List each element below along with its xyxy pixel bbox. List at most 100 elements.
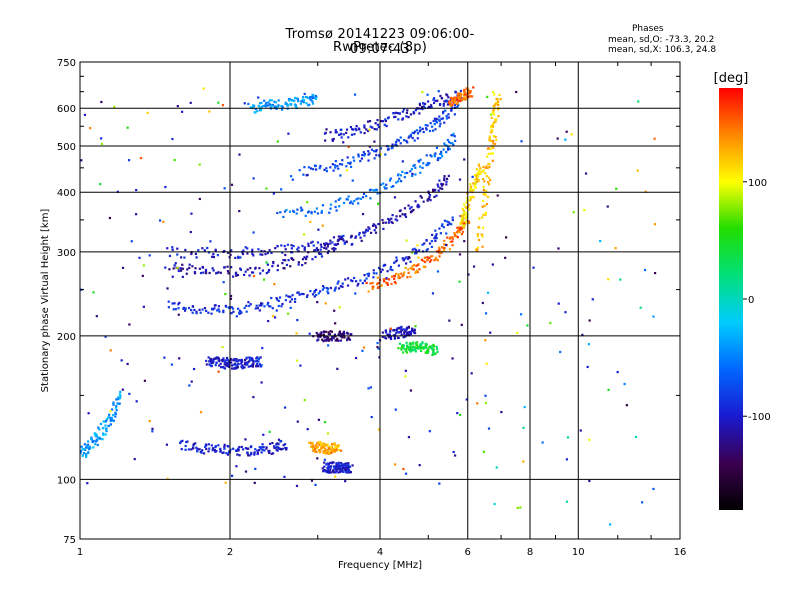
echo-point [354, 356, 358, 360]
echo-point [333, 335, 336, 338]
echo-point [410, 267, 414, 271]
echo-point [301, 258, 305, 261]
echo-point [607, 388, 610, 391]
echo-point [241, 364, 244, 367]
echo-point [379, 153, 382, 156]
echo-point [116, 402, 119, 405]
echo-point [285, 294, 288, 297]
echo-point [347, 145, 350, 149]
echo-point [343, 462, 346, 466]
echo-point [337, 238, 340, 242]
echo-point [445, 183, 448, 186]
echo-point [330, 330, 334, 333]
echo-point [402, 139, 406, 142]
echo-point [363, 154, 366, 157]
echo-point [372, 276, 375, 279]
echo-point [422, 105, 426, 108]
echo-point [121, 266, 125, 269]
echo-point [459, 413, 462, 417]
echo-point [358, 231, 361, 235]
echo-point [435, 237, 438, 240]
echo-point [323, 246, 326, 250]
echo-point [387, 221, 390, 224]
echo-point [267, 101, 270, 104]
echo-point [476, 173, 479, 176]
echo-point [344, 278, 347, 281]
echo-point [407, 271, 410, 274]
echo-point [326, 449, 330, 452]
echo-point [432, 119, 435, 123]
echo-point [303, 246, 306, 249]
echo-point [461, 207, 465, 211]
echo-point [265, 447, 268, 450]
echo-point [433, 122, 436, 126]
echo-point [368, 145, 371, 148]
echo-point [328, 211, 331, 214]
echo-point [405, 351, 409, 354]
phase-stats-o-mode: mean, sd,O: -73.3, 20.2 [608, 35, 715, 45]
echo-point [345, 169, 349, 172]
echo-point [435, 194, 438, 197]
echo-point [217, 305, 220, 308]
echo-point [235, 465, 238, 468]
echo-point [329, 203, 333, 206]
echo-point [581, 333, 584, 336]
echo-point [422, 200, 425, 203]
phase-stats-header: Phases [632, 24, 664, 34]
echo-point [349, 279, 353, 282]
echo-point [277, 438, 281, 441]
echo-point [256, 449, 259, 452]
echo-point [564, 138, 567, 141]
echo-point [453, 104, 457, 107]
echo-point [329, 338, 332, 341]
echo-point [326, 466, 329, 470]
echo-point [446, 148, 450, 151]
echo-point [96, 443, 99, 447]
echo-point [260, 364, 263, 367]
echo-point [277, 104, 280, 107]
echo-point [450, 134, 453, 137]
echo-point [449, 236, 452, 239]
echo-point [404, 215, 408, 218]
echo-point [323, 461, 326, 464]
echo-point [398, 276, 402, 279]
echo-point [463, 203, 466, 206]
echo-point [326, 251, 329, 255]
phase-stats-x-mode: mean, sd,X: 106.3, 24.8 [608, 45, 717, 55]
echo-point [526, 324, 529, 327]
echo-point [488, 139, 491, 142]
echo-point [224, 481, 227, 484]
echo-point [408, 342, 411, 346]
echo-point [476, 235, 479, 238]
echo-point [449, 102, 452, 105]
echo-point [482, 185, 485, 189]
echo-point [451, 216, 454, 219]
echo-point [329, 242, 332, 245]
echo-point [418, 464, 421, 467]
echo-point [323, 446, 326, 449]
echo-point [486, 155, 489, 158]
echo-point [228, 362, 231, 365]
echo-point [371, 281, 374, 285]
echo-point [444, 143, 447, 147]
echo-point [212, 269, 215, 272]
echo-point [84, 453, 88, 456]
echo-point [367, 153, 370, 156]
echo-point [340, 237, 343, 241]
echo-point [257, 449, 261, 452]
echo-point [240, 358, 243, 362]
echo-point [259, 272, 262, 275]
echo-point [439, 232, 442, 235]
echo-point [257, 104, 260, 108]
echo-point [397, 264, 401, 267]
echo-point [87, 451, 90, 454]
y-tick-label: 200 [57, 332, 76, 343]
echo-point [464, 93, 467, 96]
echo-point [229, 294, 233, 298]
echo-point [368, 227, 371, 230]
echo-point [187, 448, 190, 451]
echo-point [345, 128, 349, 131]
echo-point [323, 168, 326, 171]
echo-point [342, 133, 345, 136]
